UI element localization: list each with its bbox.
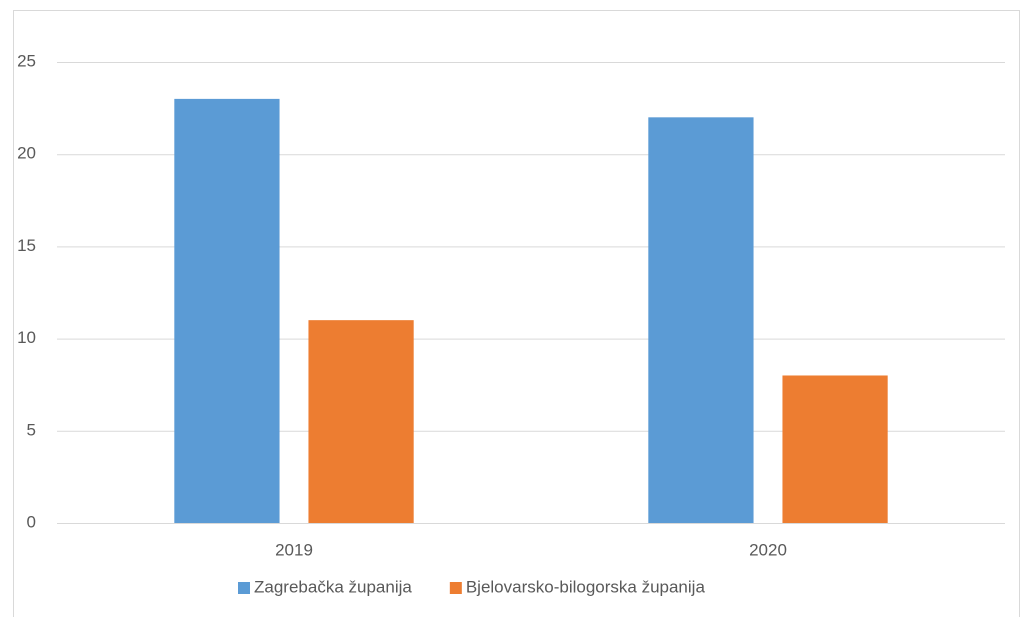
y-tick-label: 20 (17, 144, 36, 163)
y-tick-label: 0 (27, 512, 36, 531)
y-tick-label: 15 (17, 236, 36, 255)
x-tick-label: 2020 (749, 540, 787, 559)
legend-swatch (238, 582, 250, 594)
x-tick-label: 2019 (275, 540, 313, 559)
legend-label: Zagrebačka županija (254, 577, 412, 596)
y-tick-label: 25 (17, 51, 36, 70)
bar (174, 98, 280, 523)
legend-swatch (449, 582, 462, 594)
bar (648, 117, 754, 523)
chart-border (13, 10, 1020, 622)
y-tick-label: 5 (27, 420, 36, 439)
legend-label: Bjelovarsko-bilogorska županija (466, 577, 706, 596)
y-tick-label: 10 (17, 328, 36, 347)
bar (782, 375, 888, 523)
bar (308, 320, 414, 523)
